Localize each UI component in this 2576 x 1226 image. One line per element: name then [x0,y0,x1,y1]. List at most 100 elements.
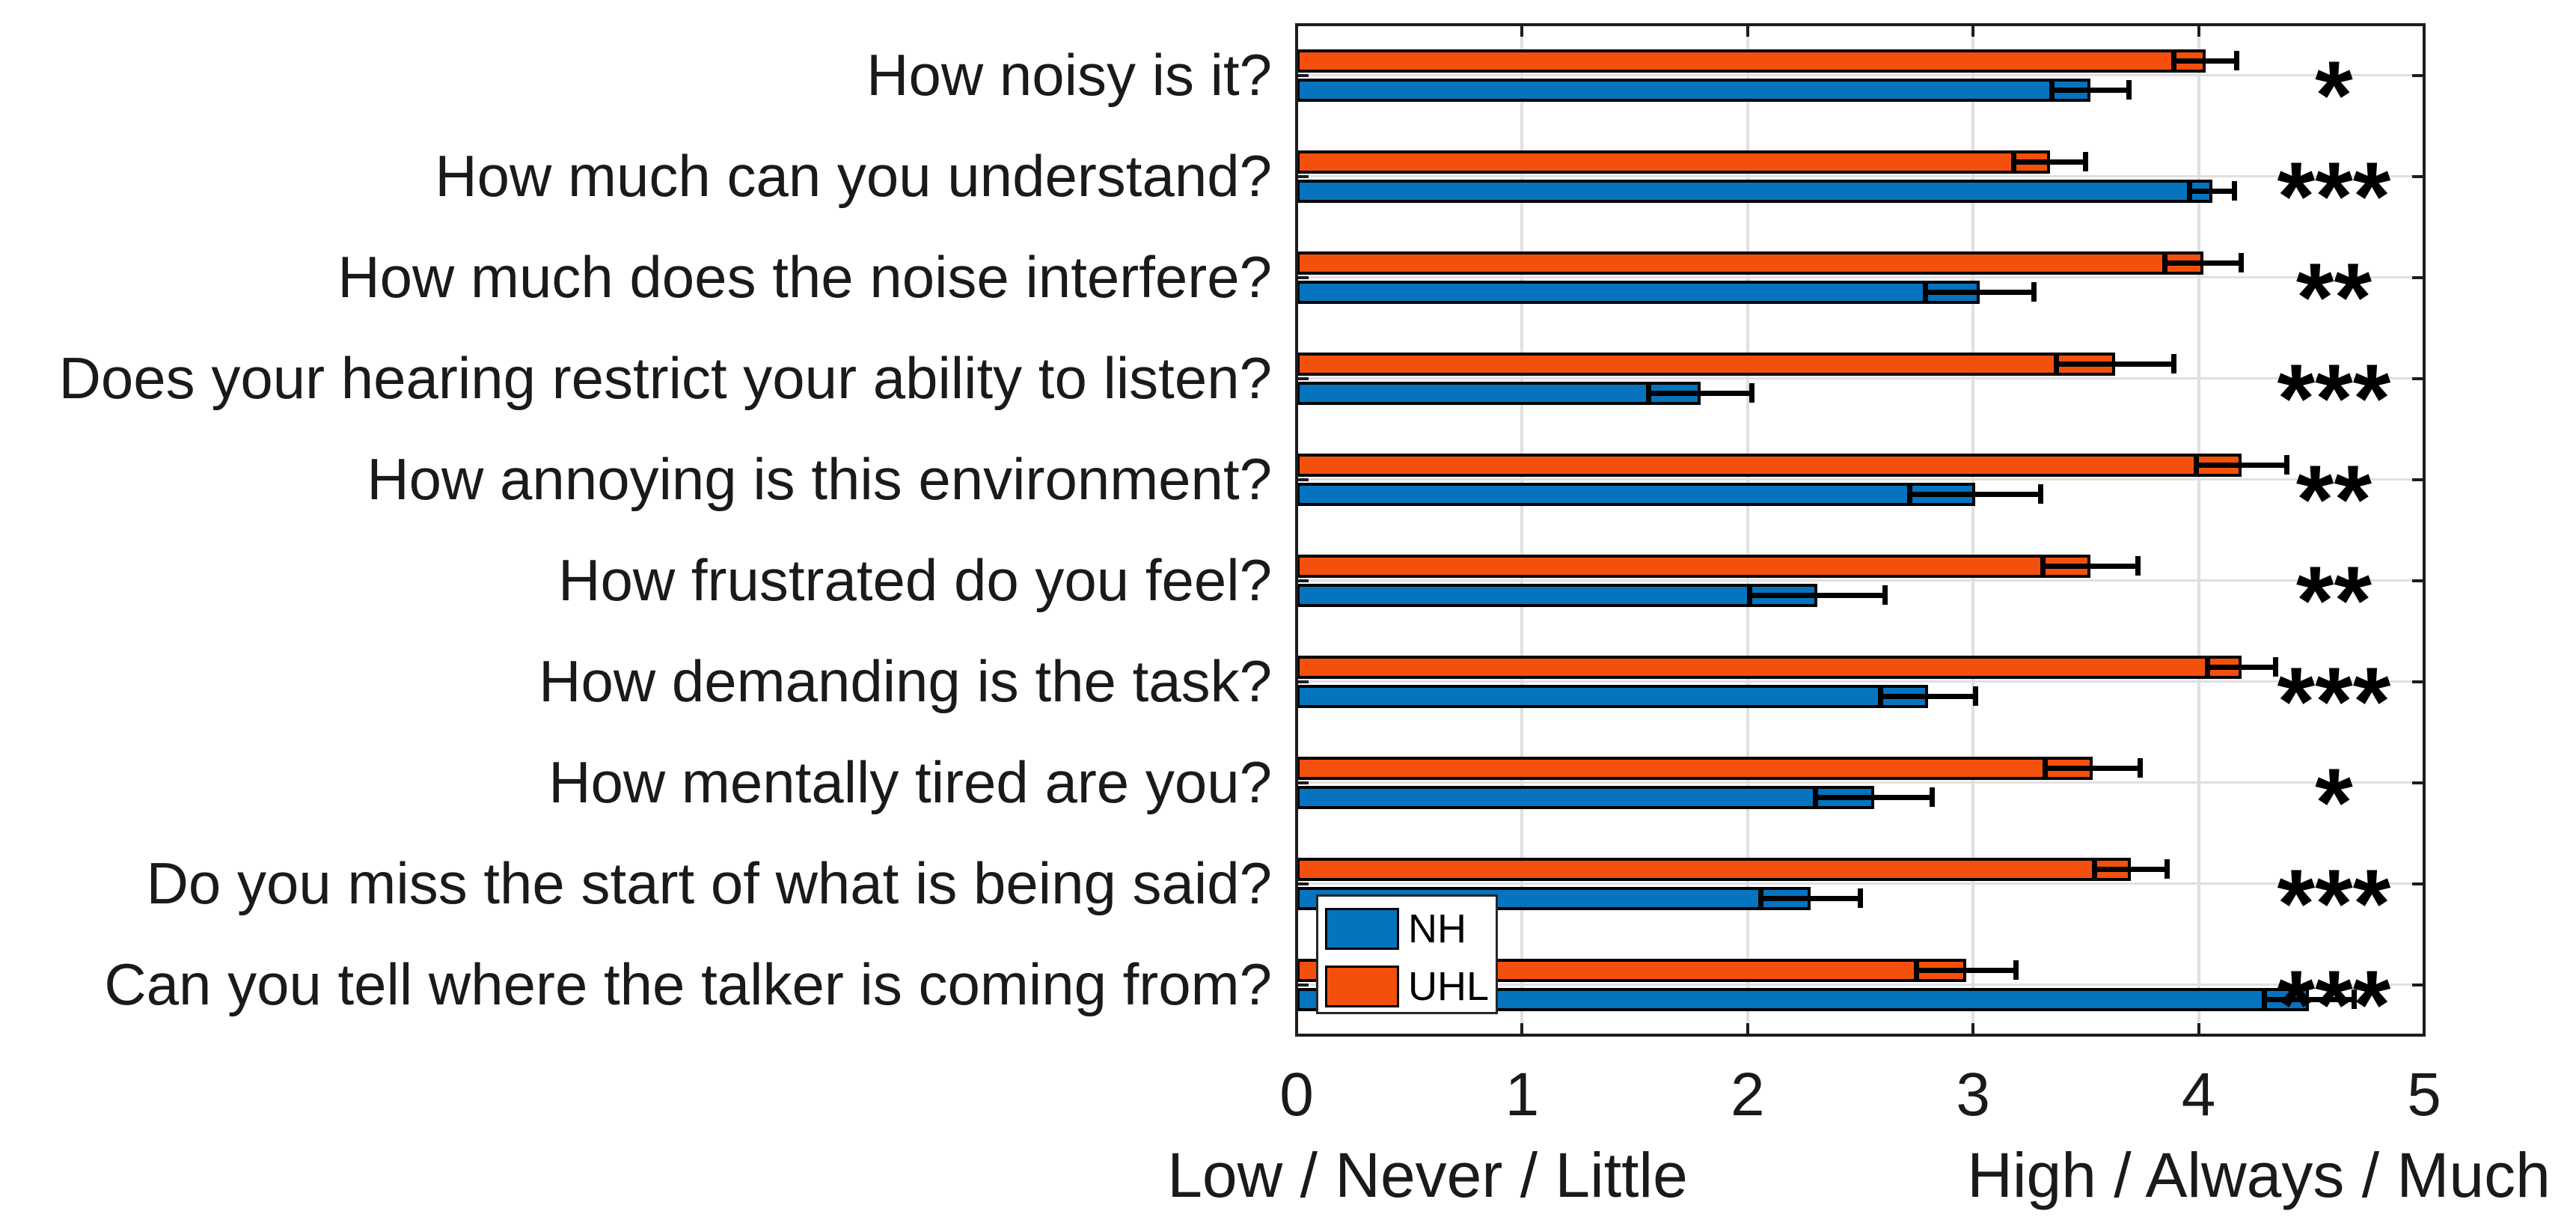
bar-uhl [1297,251,2203,275]
bar-nh-error-cap [1812,787,1818,807]
bar-uhl-error-cap [2092,859,2098,879]
bar-nh-error-cap [1930,787,1936,807]
x-tick-label: 1 [1505,1061,1540,1129]
horizontal-gridline [1298,175,2423,177]
bar-nh-error-bar [1760,895,1861,901]
bar-uhl-error-bar [2056,361,2174,367]
bar-nh-error-cap [2352,989,2358,1009]
y-tick-left [1297,73,1309,77]
bar-uhl-error-cap [2162,253,2167,272]
x-tick-label: 5 [2407,1061,2441,1129]
x-tick-bottom [1971,1023,1975,1035]
y-tick-left [1297,882,1309,885]
bar-uhl-error-cap [2205,657,2211,677]
y-tick-left [1297,781,1309,784]
bar-uhl-error-cap [2043,758,2049,778]
bar-uhl [1297,150,2050,174]
bar-uhl-error-bar [2164,260,2242,266]
vertical-gridline [1746,26,1749,1034]
bar-uhl-error-cap [1914,960,1920,980]
vertical-gridline [1971,26,1975,1034]
y-tick-left [1297,275,1309,279]
legend-label-nh: NH [1408,906,1466,951]
horizontal-gridline [1298,983,2423,986]
category-label: How much can you understand? [435,142,1272,209]
significance-stars: *** [2277,848,2391,958]
category-label: How much does the noise interfere? [337,243,1272,310]
x-tick-label: 4 [2181,1061,2216,1129]
bar-uhl-error-cap [2137,758,2143,778]
bar-uhl-error-bar [2013,159,2086,165]
significance-stars: *** [2277,141,2391,251]
y-tick-left [1297,680,1309,683]
vertical-gridline [2197,26,2200,1034]
bar-uhl-error-cap [2013,960,2019,980]
horizontal-gridline [1298,781,2423,784]
legend-label-uhl: UHL [1408,964,1490,1009]
bar-uhl-error-cap [2170,354,2176,373]
significance-stars: ** [2295,545,2372,655]
x-tick-label: 3 [1956,1061,1990,1129]
horizontal-gridline [1298,882,2423,885]
x-tick-top [2197,25,2200,37]
bar-uhl-error-cap [2010,152,2016,171]
significance-stars: * [2315,747,2353,857]
bar-uhl-error-bar [1916,967,2016,973]
y-tick-right [2412,781,2424,784]
bar-uhl-error-cap [2040,556,2046,576]
bar-nh-error-cap [2038,484,2044,504]
bar-nh-error-cap [1882,585,1888,605]
category-label: Does your hearing restrict your ability … [58,344,1272,411]
bar-nh [1297,280,1980,304]
bar-nh-error-bar [1815,794,1933,800]
bar-nh-error-cap [2031,282,2037,302]
category-label: How frustrated do you feel? [558,546,1272,613]
bar-nh-error-cap [1749,383,1755,403]
bar-uhl-error-cap [2194,455,2200,475]
bar-uhl-error-cap [2054,354,2060,373]
bar-uhl-error-cap [2239,253,2245,272]
y-tick-right [2412,680,2424,683]
bar-nh-error-cap [1858,888,1863,908]
legend: NH UHL [1316,894,1498,1014]
bar-uhl [1297,756,2093,780]
bar-uhl [1297,49,2206,73]
horizontal-gridline [1298,377,2423,379]
y-tick-right [2412,275,2424,279]
bar-nh-error-bar [1880,693,1976,699]
horizontal-gridline [1298,74,2423,76]
x-tick-label: 2 [1730,1061,1765,1129]
y-tick-right [2412,983,2424,986]
bar-nh-error-bar [1648,390,1752,396]
significance-stars: *** [2277,949,2391,1059]
y-tick-right [2412,579,2424,582]
bar-nh [1297,684,1928,708]
bar-nh-error-bar [2189,188,2235,194]
x-tick-bottom [2197,1023,2200,1035]
y-tick-right [2412,376,2424,380]
bar-uhl-error-cap [2272,657,2278,677]
bar-nh [1297,179,2212,203]
category-label: Can you tell where the talker is coming … [104,951,1272,1017]
bar-uhl-error-cap [2170,51,2176,70]
y-tick-left [1297,579,1309,582]
bar-nh-error-cap [1645,383,1651,403]
x-tick-bottom [1295,1023,1298,1035]
horizontal-gridline [1298,478,2423,481]
x-axis-label-right: High / Always / Much [1967,1140,2551,1210]
x-tick-label: 0 [1279,1061,1314,1129]
category-label: Do you miss the start of what is being s… [146,850,1272,916]
horizontal-gridline [1298,680,2423,683]
x-tick-bottom [2423,1023,2426,1035]
y-tick-left [1297,478,1309,481]
x-tick-bottom [1520,1023,1524,1035]
bar-uhl [1297,857,2132,881]
bar-nh [1297,583,1818,607]
bar-nh-error-bar [1749,592,1885,598]
bar-nh [1297,482,1976,506]
bar-uhl [1297,655,2242,679]
significance-stars: * [2315,40,2353,150]
bar-nh-error-cap [1972,686,1978,706]
bar-uhl-error-cap [2234,51,2240,70]
